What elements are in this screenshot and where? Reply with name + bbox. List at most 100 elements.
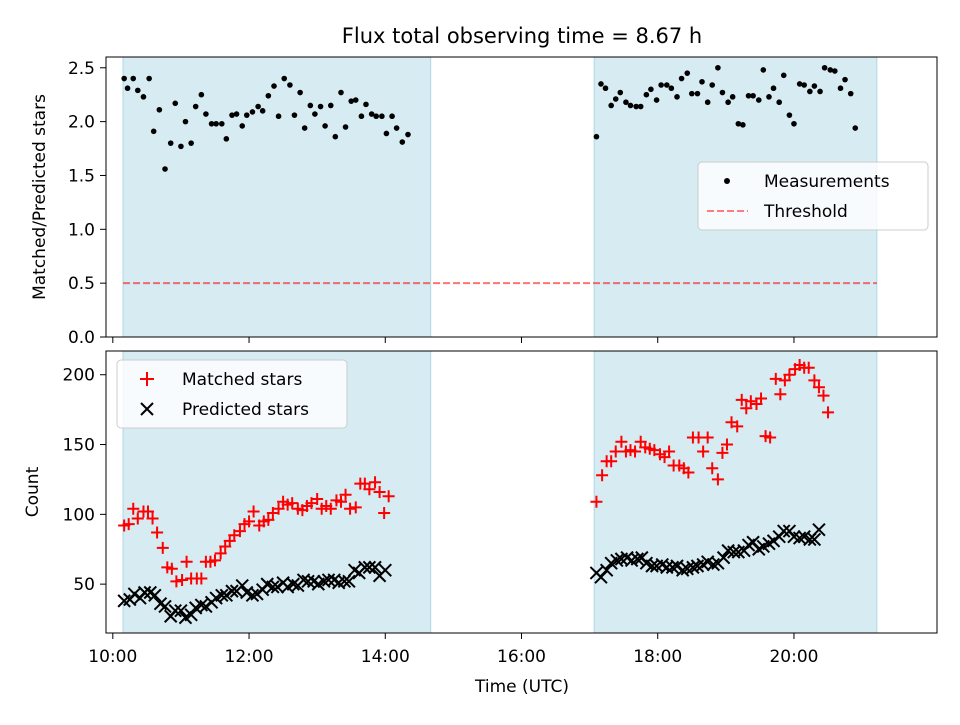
matched-star-point <box>247 505 260 518</box>
measurement-point <box>167 140 174 146</box>
predicted-star-points <box>117 522 826 625</box>
matched-star-point <box>701 431 714 444</box>
measurement-point <box>807 88 813 95</box>
predicted-star-point <box>777 524 791 538</box>
measurement-point <box>172 100 179 107</box>
measurement-point <box>287 82 293 88</box>
measurement-point <box>832 68 838 74</box>
measurement-point <box>203 111 209 117</box>
matched-star-point <box>822 406 835 419</box>
matched-star-point <box>605 455 618 468</box>
measurement-point <box>637 103 644 110</box>
legend-measurements-marker <box>724 178 730 184</box>
measurement-point <box>332 133 339 140</box>
y-tick-label: 2.0 <box>68 113 95 133</box>
observing-span <box>593 350 878 634</box>
bottom-y-ticks: 50 100 150 200 <box>63 366 106 595</box>
chart-title: Flux total observing time = 8.67 h <box>342 24 702 48</box>
matched-star-point <box>697 445 710 458</box>
predicted-star-point <box>812 522 826 537</box>
measurement-point <box>796 81 803 87</box>
measurement-point <box>156 106 163 113</box>
measurement-point <box>243 112 250 118</box>
predicted-star-point <box>219 588 234 603</box>
matched-star-point <box>151 526 164 539</box>
measurement-point <box>704 99 711 106</box>
measurement-point <box>827 67 834 73</box>
matched-star-point <box>812 381 825 394</box>
matched-star-point <box>783 368 796 381</box>
measurement-point <box>811 83 818 89</box>
matched-star-point <box>243 515 256 528</box>
measurement-point <box>373 113 379 120</box>
predicted-star-point <box>225 584 239 598</box>
matched-star-point <box>682 466 695 479</box>
measurement-point <box>259 108 266 114</box>
measurement-point <box>223 136 230 142</box>
predicted-star-point <box>168 603 182 618</box>
measurement-point <box>134 87 141 94</box>
measurement-point <box>342 124 349 130</box>
top-panel: 0.0 0.5 1.0 1.5 2.0 2.5 Matched/Predicted sta… <box>30 56 938 348</box>
measurement-point <box>664 82 670 88</box>
top-y-axis-label: Matched/Predicted stars <box>30 94 50 300</box>
measurement-point <box>338 89 344 96</box>
measurement-point <box>694 90 701 97</box>
matched-star-point <box>324 502 337 515</box>
measurement-point <box>715 64 721 71</box>
observing-span <box>122 56 432 338</box>
measurement-point <box>249 109 256 115</box>
measurement-point <box>140 94 147 100</box>
measurement-point <box>188 140 194 146</box>
measurement-point <box>598 81 604 87</box>
measurement-point <box>766 94 772 100</box>
measurement-point <box>760 67 767 73</box>
bottom-legend: Matched stars Predicted stars <box>116 359 348 429</box>
matched-star-point <box>122 518 135 531</box>
measurement-point <box>322 123 328 129</box>
matched-star-point <box>170 575 183 588</box>
legend-matched-label: Matched stars <box>182 370 302 390</box>
predicted-star-point <box>378 563 392 577</box>
measurement-point <box>182 118 189 125</box>
predicted-star-point <box>686 560 700 575</box>
matched-star-point <box>195 572 208 585</box>
measurement-point <box>271 83 277 89</box>
matched-star-point <box>127 502 140 515</box>
matched-star-point <box>286 497 299 510</box>
bottom-legend-box <box>116 359 348 429</box>
y-tick-label: 1.0 <box>68 220 95 240</box>
matched-star-point <box>378 506 391 519</box>
matched-star-point <box>344 502 357 515</box>
measurement-point <box>405 131 411 138</box>
measurement-point <box>178 143 184 150</box>
predicted-star-point <box>286 577 301 591</box>
matched-star-point <box>363 483 376 496</box>
measurement-point <box>617 89 624 96</box>
bottom-panel: 10:00 12:00 14:00 16:00 18:00 20:00 50 100 150 2… <box>23 350 938 667</box>
matched-star-point <box>740 402 753 415</box>
measurement-point <box>218 120 225 127</box>
predicted-star-point <box>675 563 690 577</box>
y-tick-label: 0.0 <box>68 328 95 348</box>
y-tick-label: 2.5 <box>68 59 95 79</box>
predicted-star-point <box>148 588 162 603</box>
matched-star-point <box>156 541 169 554</box>
measurement-point <box>368 111 375 117</box>
measurement-point <box>399 139 406 145</box>
matched-star-point <box>764 431 777 444</box>
measurement-point <box>725 99 731 106</box>
predicted-star-point <box>670 559 684 573</box>
matched-star-point <box>272 502 285 515</box>
predicted-star-point <box>199 599 213 614</box>
measurement-point <box>688 90 695 97</box>
matched-star-point <box>146 512 159 525</box>
measurement-point <box>740 122 746 128</box>
measurement-point <box>358 113 365 120</box>
matched-star-point <box>176 573 189 586</box>
matched-star-point <box>208 554 221 567</box>
y-tick-label: 100 <box>63 505 95 525</box>
measurement-points <box>121 64 859 172</box>
predicted-star-point <box>270 580 285 594</box>
